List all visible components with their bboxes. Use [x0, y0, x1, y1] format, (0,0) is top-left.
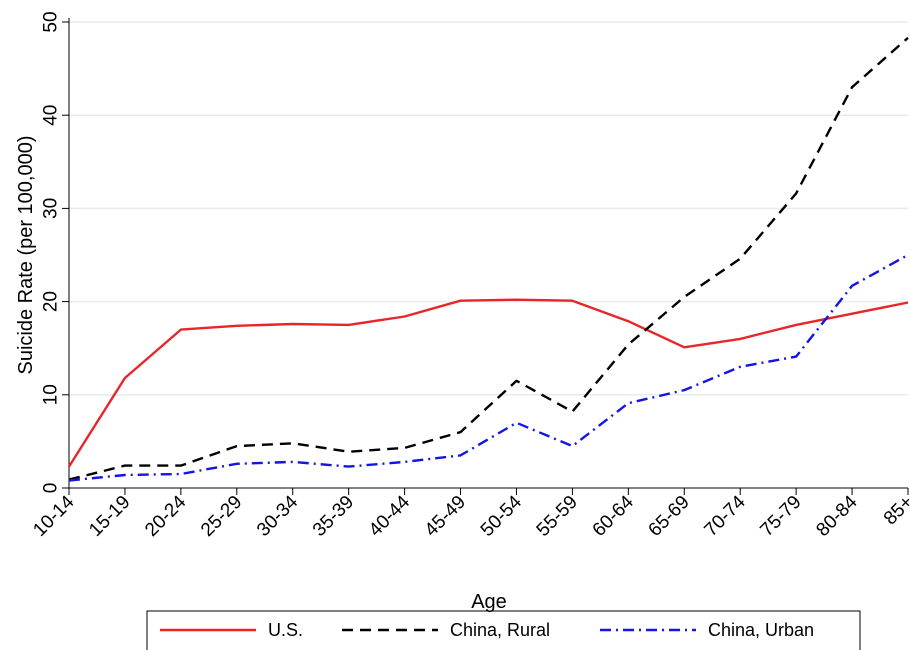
y-tick-label: 10 [41, 384, 62, 405]
y-tick-label: 30 [41, 198, 62, 219]
x-tick-label: 20-24 [141, 491, 191, 541]
x-tick-label: 85+ [880, 492, 910, 530]
y-tick-label: 0 [41, 483, 62, 494]
x-tick-label: 75-79 [756, 492, 805, 541]
x-tick-label: 10-14 [29, 491, 79, 541]
x-tick-label: 65-69 [645, 492, 694, 541]
series-line [68, 253, 909, 482]
series-line [68, 36, 909, 481]
y-tick-label: 40 [41, 105, 62, 126]
y-tick-label: 50 [41, 11, 62, 32]
x-tick-label: 45-49 [421, 492, 470, 541]
y-axis-title: Suicide Rate (per 100,000) [15, 135, 37, 374]
gridlines [69, 21, 908, 396]
legend-box [146, 610, 861, 650]
x-tick-label: 70-74 [701, 491, 751, 541]
series-lines [67, 36, 909, 482]
legend-label: China, Rural [450, 620, 550, 640]
x-tick-label: 15-19 [85, 492, 134, 541]
legend: U.S. China, Rural China, Urban [146, 610, 861, 650]
x-tick-label: 50-54 [477, 491, 527, 541]
x-axis-title: Age [471, 591, 507, 613]
series-line [67, 298, 909, 468]
legend-label: U.S. [268, 620, 303, 640]
x-tick-label: 30-34 [253, 491, 303, 541]
axes: 0 10 20 30 40 50 10-14 15-19 20-24 25-29 30-34 35-3… [29, 11, 910, 540]
x-tick-label: 80-84 [812, 491, 862, 541]
x-tick-label: 35-39 [309, 492, 358, 541]
x-tick-label: 40-44 [365, 491, 415, 541]
x-tick-label: 60-64 [589, 491, 639, 541]
x-tick-label: 55-59 [533, 492, 582, 541]
x-tick-label: 25-29 [197, 492, 246, 541]
y-tick-label: 20 [41, 291, 62, 312]
legend-label: China, Urban [708, 620, 814, 640]
